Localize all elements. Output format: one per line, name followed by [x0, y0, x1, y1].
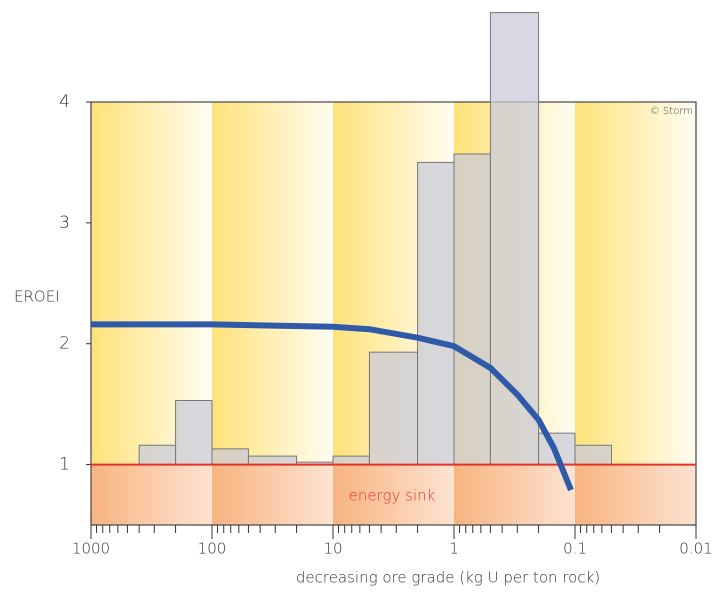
bar: [247, 455, 298, 466]
y-tick-label: 3: [59, 213, 70, 233]
x-tick-label: 0.1: [563, 540, 587, 558]
sink-band: [454, 464, 575, 525]
sink-band: [333, 464, 454, 525]
sink-band: [575, 464, 696, 525]
bar: [175, 400, 213, 466]
y-tick-label: 4: [59, 92, 70, 112]
bar: [138, 444, 177, 466]
y-tick-label: 2: [59, 334, 70, 354]
curve: [91, 321, 574, 492]
x-tick-label: 0.01: [679, 540, 712, 558]
annotation: © Storm: [650, 105, 693, 117]
bar: [211, 448, 249, 466]
x-axis-label: decreasing ore grade (kg U per ton rock): [296, 569, 600, 587]
band: [212, 102, 333, 465]
bar: [489, 12, 540, 466]
bar: [574, 444, 612, 466]
bar: [332, 455, 370, 466]
annotation: energy sink: [349, 487, 436, 505]
sink-band: [91, 464, 212, 525]
x-tick-label: 100: [198, 540, 227, 558]
x-tick-label: 1000: [72, 540, 110, 558]
band: [575, 102, 696, 465]
plot-frame: [90, 101, 697, 526]
y-tick-label: 1: [59, 455, 70, 475]
y-axis-label: EROEI: [14, 288, 60, 306]
bar: [417, 161, 455, 466]
x-tick-label: 10: [323, 540, 342, 558]
sink-band: [212, 464, 333, 525]
bar: [453, 153, 491, 466]
x-tick-label: 1: [449, 540, 459, 558]
bar: [368, 351, 419, 466]
